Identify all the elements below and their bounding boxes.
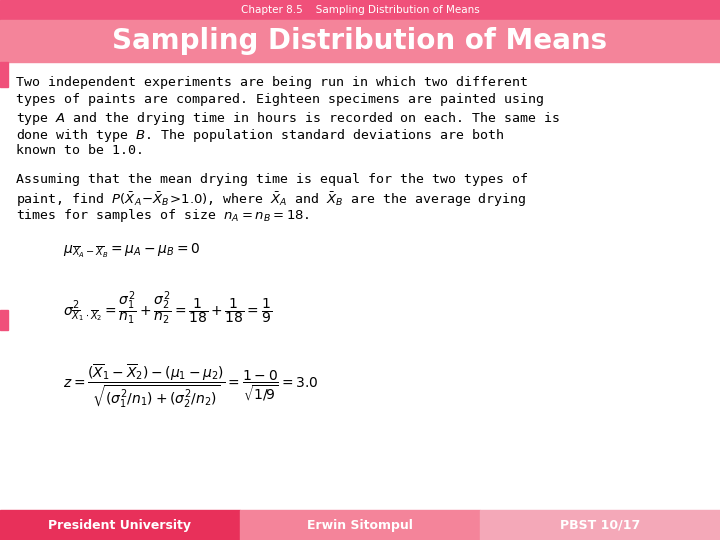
Text: done with type $\mathit{B}$. The population standard deviations are both: done with type $\mathit{B}$. The populat… [16, 127, 505, 144]
Text: PBST 10/17: PBST 10/17 [560, 518, 640, 531]
Text: $z = \dfrac{(\overline{X}_1 - \overline{X}_2) - (\mu_1 - \mu_2)}{\sqrt{(\sigma^2: $z = \dfrac{(\overline{X}_1 - \overline{… [63, 362, 319, 409]
Text: known to be 1.0.: known to be 1.0. [16, 144, 144, 157]
Text: Chapter 8.5    Sampling Distribution of Means: Chapter 8.5 Sampling Distribution of Mea… [240, 5, 480, 15]
Text: Erwin Sitompul: Erwin Sitompul [307, 518, 413, 531]
Text: paint, find $P(\bar{X}_A\!-\!\bar{X}_B\!>\!1.0)$, where $\bar{X}_A$ and $\bar{X}: paint, find $P(\bar{X}_A\!-\!\bar{X}_B\!… [16, 190, 526, 208]
Text: times for samples of size $n_A = n_B = 18$.: times for samples of size $n_A = n_B = 1… [16, 207, 310, 224]
Text: $\sigma^2_{\overline{X}_1 \cdot \overline{X}_2} = \dfrac{\sigma^2_1}{n_1} + \dfr: $\sigma^2_{\overline{X}_1 \cdot \overlin… [63, 290, 272, 327]
Text: $\mu_{\overline{X}_A-\overline{X}_B} = \mu_A - \mu_B = 0$: $\mu_{\overline{X}_A-\overline{X}_B} = \… [63, 242, 200, 260]
Text: types of paints are compared. Eighteen specimens are painted using: types of paints are compared. Eighteen s… [16, 93, 544, 106]
Text: President University: President University [48, 518, 192, 531]
Text: Sampling Distribution of Means: Sampling Distribution of Means [112, 27, 608, 55]
Text: Assuming that the mean drying time is equal for the two types of: Assuming that the mean drying time is eq… [16, 173, 528, 186]
Text: type $\mathit{A}$ and the drying time in hours is recorded on each. The same is: type $\mathit{A}$ and the drying time in… [16, 110, 560, 127]
Text: Two independent experiments are being run in which two different: Two independent experiments are being ru… [16, 76, 528, 89]
